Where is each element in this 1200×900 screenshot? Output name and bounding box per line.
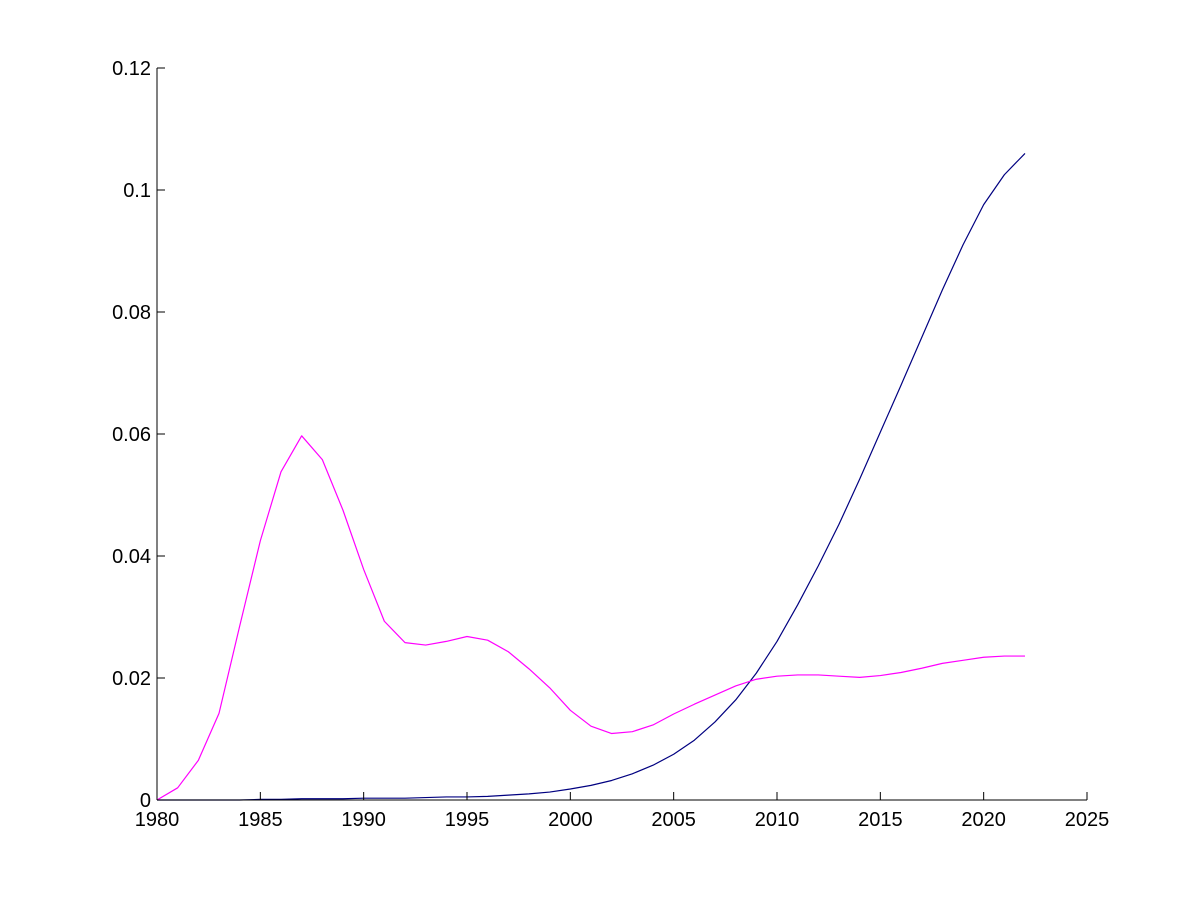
y-tick-label: 0 (140, 790, 151, 812)
x-tick-label: 1980 (135, 809, 180, 831)
x-tick-label: 2020 (961, 809, 1006, 831)
x-tick-label: 2010 (755, 809, 800, 831)
x-tick-label: 2015 (858, 809, 903, 831)
y-tick-label: 0.1 (123, 180, 151, 202)
y-tick-label: 0.12 (112, 58, 151, 80)
series-1-line (157, 152, 1026, 801)
x-tick-label: 2005 (651, 809, 696, 831)
series-2-line (156, 435, 1025, 801)
y-tick-label: 0.06 (112, 424, 151, 446)
axes-layer: 1980 1985 1990 1995 2000 2005 2010 2015 2020 2025… (112, 58, 1109, 831)
y-tick-label: 0.08 (112, 302, 151, 324)
x-tick-label: 2025 (1065, 809, 1110, 831)
x-tick-label: 1990 (341, 809, 386, 831)
x-tick-label: 1995 (445, 809, 490, 831)
x-tick-label: 2000 (548, 809, 593, 831)
y-tick-label: 0.04 (112, 546, 151, 568)
x-tick-label: 1985 (238, 809, 283, 831)
series-layer (156, 152, 1026, 801)
y-tick-label: 0.02 (112, 668, 151, 690)
